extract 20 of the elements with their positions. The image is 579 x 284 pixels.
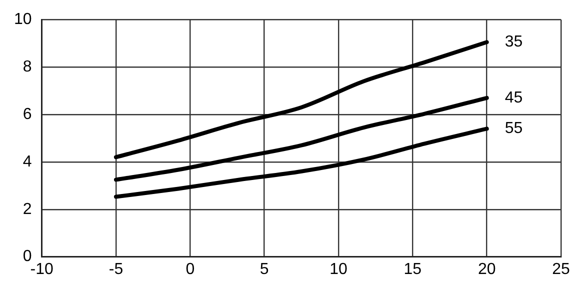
series-label: 55 bbox=[504, 120, 523, 138]
x-tick-label: 10 bbox=[330, 260, 348, 278]
x-tick-label: -10 bbox=[30, 260, 54, 278]
x-tick-label: 0 bbox=[186, 260, 195, 278]
y-tick-label: 10 bbox=[14, 11, 32, 28]
line-series bbox=[114, 40, 489, 160]
x-tick-label: 20 bbox=[478, 260, 496, 278]
y-tick-label: 6 bbox=[22, 106, 32, 123]
line-series bbox=[114, 96, 489, 182]
y-tick-label: 0 bbox=[22, 248, 32, 266]
x-tick-label: -5 bbox=[108, 260, 124, 278]
y-tick-label: 4 bbox=[22, 153, 32, 170]
y-tick-label: 2 bbox=[22, 200, 32, 218]
series-label: 45 bbox=[504, 89, 523, 106]
x-tick-label: 15 bbox=[404, 260, 422, 278]
series-label: 35 bbox=[504, 34, 523, 51]
line-series bbox=[114, 126, 489, 199]
x-tick-label: 25 bbox=[552, 260, 570, 278]
x-tick-label: 5 bbox=[260, 260, 269, 278]
y-tick-label: 8 bbox=[22, 58, 32, 76]
